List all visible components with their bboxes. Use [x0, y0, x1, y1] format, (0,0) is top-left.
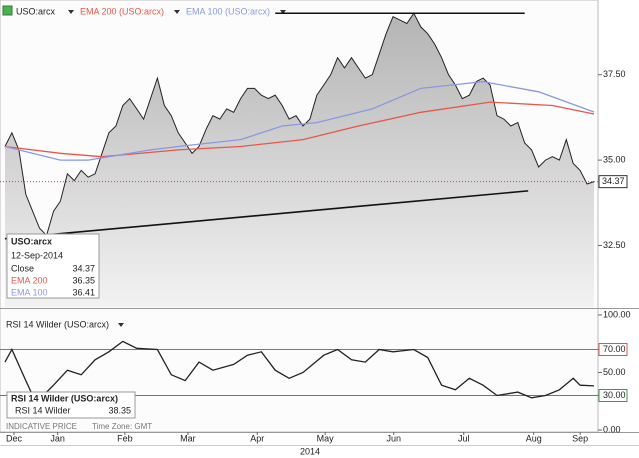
symbol-icon[interactable] — [2, 5, 13, 16]
y-tick-label: 70.00 — [603, 344, 626, 354]
x-tick-label: Aug — [526, 433, 542, 443]
panel-title[interactable]: RSI 14 Wilder (USO:arcx) — [6, 319, 109, 329]
x-tick-label: May — [317, 433, 335, 443]
indicator-line — [4, 80, 595, 161]
dropdown-arrow[interactable] — [68, 10, 74, 14]
x-tick-label: Jun — [386, 433, 401, 443]
price-area — [5, 13, 594, 307]
info-box — [6, 391, 136, 419]
dropdown-arrow[interactable] — [174, 10, 180, 14]
year-label: 2014 — [300, 446, 320, 456]
y-tick-box — [598, 342, 628, 356]
indicator-line — [4, 101, 595, 158]
x-tick-label: Mar — [180, 433, 196, 443]
info-title: RSI 14 Wilder (USO:arcx) — [11, 393, 118, 403]
dropdown-arrow[interactable] — [280, 10, 286, 14]
x-tick-label: Feb — [117, 433, 133, 443]
x-tick-label: Dec — [6, 433, 23, 443]
info-box — [6, 233, 100, 299]
footer-note: INDICATIVE PRICE — [6, 422, 77, 431]
info-date: 12-Sep-2014 — [11, 250, 63, 260]
x-tick-label: Sep — [572, 433, 588, 443]
info-value: 34.37 — [72, 263, 95, 273]
y-tick-label: 35.00 — [603, 154, 626, 164]
info-value: 36.41 — [72, 287, 95, 297]
info-label: RSI 14 Wilder — [15, 405, 71, 415]
info-label: EMA 100 — [11, 287, 48, 297]
y-tick-label: 37.50 — [603, 69, 626, 79]
legend-entry[interactable]: EMA 200 (USO:arcx) — [80, 6, 164, 16]
x-tick-label: Jan — [50, 433, 65, 443]
y-tick-label: 0.00 — [603, 424, 621, 434]
price-line — [4, 12, 595, 237]
y-tick-label: 100.00 — [603, 309, 631, 319]
info-value: 38.35 — [108, 405, 131, 415]
trend-line — [4, 190, 529, 240]
last-price-box — [598, 175, 628, 189]
legend-entry[interactable]: USO:arcx — [16, 6, 56, 16]
footer-note: Time Zone: GMT — [92, 422, 152, 431]
x-tick-label: Jul — [458, 433, 470, 443]
info-label: EMA 200 — [11, 275, 48, 285]
y-tick-label: 32.50 — [603, 240, 626, 250]
last-price-label: 34.37 — [602, 176, 625, 186]
info-value: 36.35 — [72, 275, 95, 285]
y-tick-label: 30.00 — [603, 390, 626, 400]
y-tick-label: 50.00 — [603, 367, 626, 377]
legend-entry[interactable]: EMA 100 (USO:arcx) — [186, 6, 270, 16]
info-label: Close — [11, 263, 34, 273]
y-tick-box — [598, 389, 628, 403]
dropdown-arrow[interactable] — [118, 323, 124, 327]
info-title: USO:arcx — [11, 236, 52, 246]
indicator-line — [4, 340, 595, 399]
x-tick-label: Apr — [250, 433, 264, 443]
